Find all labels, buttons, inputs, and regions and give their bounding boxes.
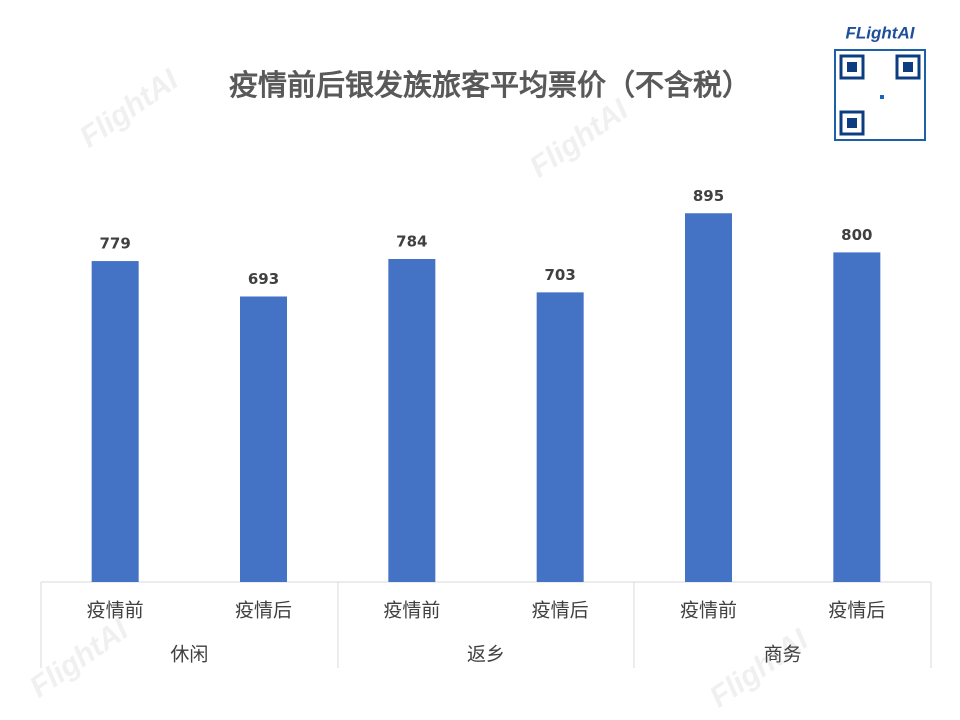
bar [833,252,881,582]
qr-finder [847,118,857,128]
bar [388,258,436,582]
x-tick-label: 疫情前 [383,600,440,622]
group-label: 休闲 [170,644,208,666]
watermark: FlightAI [524,93,635,184]
qr-finder [839,110,865,136]
watermark: FlightAI [704,623,815,714]
chart-title: 疫情前后银发族旅客平均票价（不含税） [229,68,751,102]
value-label: 895 [693,187,724,205]
watermark: FlightAI [74,63,185,154]
bar [91,261,139,582]
group-label: 商务 [764,644,802,666]
qr-cell [880,95,884,99]
group-label: 返乡 [467,644,505,666]
qr-finder [895,54,921,80]
bar [536,292,584,582]
value-label: 784 [396,232,427,250]
x-tick-label: 疫情后 [532,600,589,622]
x-tick-label: 疫情后 [235,600,292,622]
bar [685,213,732,582]
axis [40,581,932,668]
qr-finder [847,62,857,72]
bar [240,296,287,582]
value-label: 800 [841,226,872,244]
qr-code [834,49,926,141]
x-tick-label: 疫情前 [680,600,737,622]
x-tick-label: 疫情后 [828,600,885,622]
logo: FLightAI [846,23,916,42]
value-label: 779 [100,235,131,253]
x-tick-label: 疫情前 [87,600,144,622]
qr-finder [903,62,913,72]
value-label: 703 [545,266,576,284]
qr-finder [839,54,865,80]
value-label: 693 [248,270,279,288]
